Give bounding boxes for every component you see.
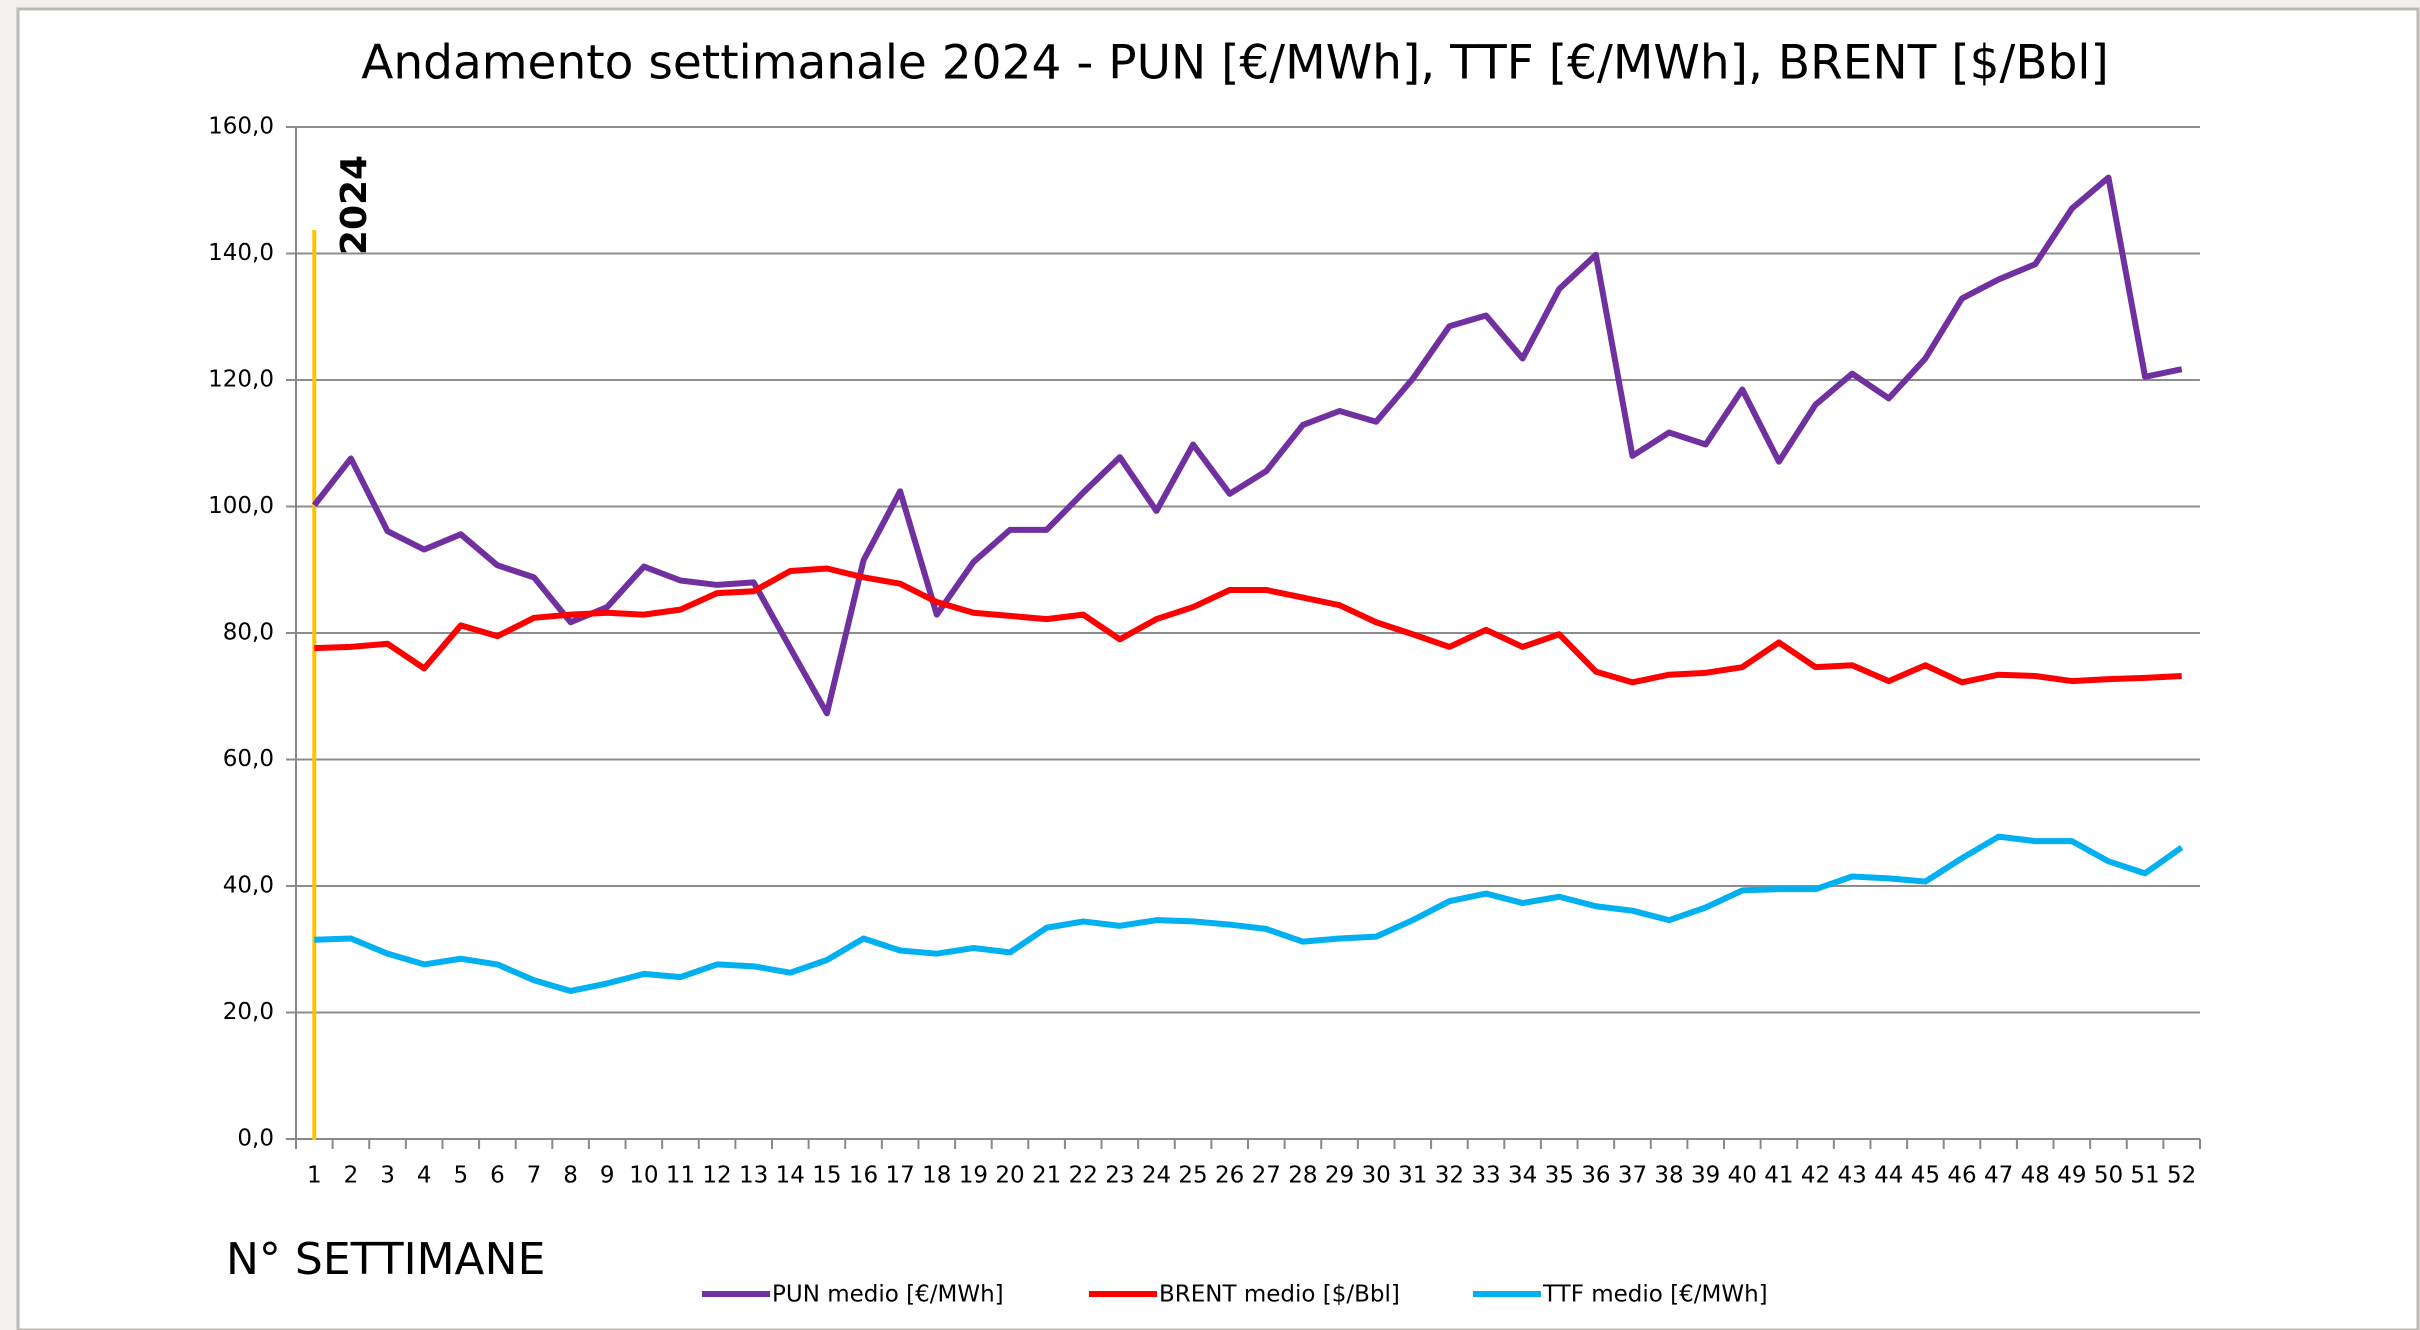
x-tick-label: 21 — [1032, 1163, 1061, 1189]
x-tick-label: 10 — [629, 1163, 658, 1189]
x-tick-label: 12 — [702, 1163, 731, 1189]
x-tick-label: 47 — [1984, 1163, 2013, 1189]
y-tick-label: 40,0 — [223, 873, 274, 899]
x-tick-label: 35 — [1545, 1163, 1574, 1189]
x-tick-label: 36 — [1581, 1163, 1610, 1189]
x-tick-label: 19 — [959, 1163, 988, 1189]
x-tick-label: 34 — [1508, 1163, 1537, 1189]
y-tick-label: 80,0 — [223, 620, 274, 646]
x-tick-label: 18 — [922, 1163, 951, 1189]
x-tick-label: 45 — [1911, 1163, 1940, 1189]
year-annotation: 2024 — [334, 155, 375, 255]
series-line — [311, 174, 2183, 717]
x-tick-label: 51 — [2130, 1163, 2159, 1189]
x-tick-label: 17 — [886, 1163, 915, 1189]
x-tick-label: 8 — [563, 1163, 578, 1189]
x-tick-label: 22 — [1069, 1163, 1098, 1189]
x-tick-label: 42 — [1801, 1163, 1830, 1189]
x-tick-label: 24 — [1142, 1163, 1171, 1189]
x-tick-label: 23 — [1105, 1163, 1134, 1189]
legend-label: BRENT medio [$/Bbl] — [1159, 1282, 1400, 1308]
x-tick-label: 46 — [1947, 1163, 1976, 1189]
y-tick-label: 120,0 — [208, 367, 274, 393]
x-tick-label: 52 — [2167, 1163, 2196, 1189]
x-tick-label: 16 — [849, 1163, 878, 1189]
x-tick-label: 44 — [1874, 1163, 1903, 1189]
x-tick-label: 49 — [2057, 1163, 2086, 1189]
x-tick-label: 14 — [776, 1163, 805, 1189]
y-tick-label: 160,0 — [208, 114, 274, 140]
x-tick-label: 9 — [600, 1163, 615, 1189]
x-tick-label: 25 — [1178, 1163, 1207, 1189]
x-tick-label: 7 — [527, 1163, 542, 1189]
x-tick-label: 2 — [344, 1163, 359, 1189]
x-tick-label: 26 — [1215, 1163, 1244, 1189]
y-tick-label: 60,0 — [223, 746, 274, 772]
x-axis-title: N° SETTIMANE — [226, 1234, 545, 1285]
x-tick-label: 20 — [995, 1163, 1024, 1189]
x-tick-label: 48 — [2021, 1163, 2050, 1189]
series-line — [314, 565, 2182, 686]
series-line — [314, 833, 2184, 994]
x-tick-label: 11 — [666, 1163, 695, 1189]
x-tick-label: 38 — [1654, 1163, 1683, 1189]
x-tick-label: 43 — [1838, 1163, 1867, 1189]
x-tick-label: 5 — [453, 1163, 468, 1189]
x-tick-label: 3 — [380, 1163, 395, 1189]
legend-label: TTF medio [€/MWh] — [1542, 1282, 1768, 1308]
x-tick-label: 27 — [1252, 1163, 1281, 1189]
x-tick-label: 37 — [1618, 1163, 1647, 1189]
y-tick-label: 20,0 — [223, 999, 274, 1025]
x-tick-label: 50 — [2094, 1163, 2123, 1189]
x-tick-label: 33 — [1471, 1163, 1500, 1189]
y-tick-label: 0,0 — [237, 1126, 274, 1152]
x-tick-label: 6 — [490, 1163, 505, 1189]
y-tick-label: 140,0 — [208, 240, 274, 266]
legend-label: PUN medio [€/MWh] — [772, 1282, 1004, 1308]
x-tick-label: 30 — [1362, 1163, 1391, 1189]
x-tick-label: 4 — [417, 1163, 432, 1189]
x-tick-label: 31 — [1398, 1163, 1427, 1189]
x-tick-label: 32 — [1435, 1163, 1464, 1189]
x-tick-label: 28 — [1288, 1163, 1317, 1189]
x-tick-label: 13 — [739, 1163, 768, 1189]
x-tick-label: 15 — [812, 1163, 841, 1189]
x-tick-label: 41 — [1764, 1163, 1793, 1189]
x-tick-label: 29 — [1325, 1163, 1354, 1189]
chart-title: Andamento settimanale 2024 - PUN [€/MWh]… — [361, 36, 2109, 91]
chart-area — [16, 7, 2420, 1330]
x-tick-label: 40 — [1728, 1163, 1757, 1189]
y-tick-label: 100,0 — [208, 493, 274, 519]
x-tick-label: 39 — [1691, 1163, 1720, 1189]
x-tick-label: 1 — [307, 1163, 322, 1189]
